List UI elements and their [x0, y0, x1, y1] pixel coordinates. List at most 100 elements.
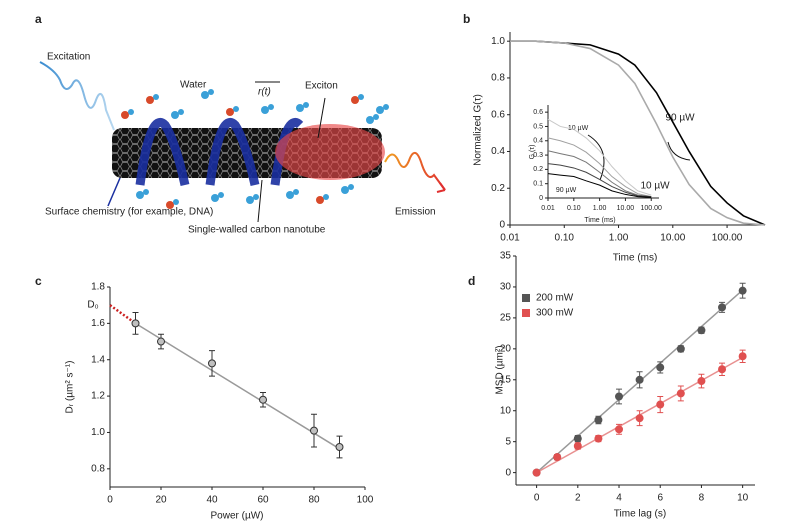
y-axis-label: G (τ) — [529, 145, 536, 160]
molecule-atom — [201, 91, 209, 99]
y-tick-label: 0.8 — [491, 73, 505, 84]
line-series — [547, 173, 652, 198]
molecule-atom — [316, 196, 324, 204]
x-tick-label: 0.01 — [541, 205, 555, 212]
data-point — [594, 434, 603, 443]
molecule-atom — [268, 104, 274, 110]
diagram-label: Exciton — [305, 81, 338, 92]
data-point — [635, 414, 644, 423]
y-tick-label: 0.2 — [491, 183, 505, 194]
annotation: 90 µW — [556, 187, 577, 194]
legend-label: 300 mW — [536, 308, 574, 319]
line-series — [547, 118, 652, 196]
molecule-atom — [178, 109, 184, 115]
x-axis-label: Power (µW) — [211, 511, 264, 522]
annotation: 10 µW — [640, 181, 670, 192]
diagram-label: Emission — [395, 207, 436, 218]
data-point — [635, 375, 644, 384]
x-tick-label: 10 — [737, 493, 749, 504]
data-point — [718, 303, 727, 312]
molecule-atom — [358, 94, 364, 100]
legend-swatch — [522, 309, 530, 317]
molecule-atom — [171, 111, 179, 119]
data-point — [157, 337, 165, 346]
data-point — [615, 425, 624, 434]
y-tick-label: 5 — [505, 436, 511, 447]
annotation: 10 µW — [568, 125, 589, 132]
x-tick-label: 0 — [107, 495, 113, 506]
y-tick-label: 35 — [500, 251, 512, 262]
x-tick-label: 6 — [657, 493, 663, 504]
excitation-wave — [39, 61, 115, 131]
x-tick-label: 10.00 — [617, 205, 635, 212]
panel-label: d — [468, 274, 475, 288]
molecule-atom — [173, 199, 179, 205]
x-tick-label: 100.00 — [712, 233, 743, 244]
data-point — [656, 400, 665, 409]
molecule-atom — [293, 189, 299, 195]
molecule-atom — [383, 104, 389, 110]
x-axis-label: Time lag (s) — [614, 509, 666, 520]
data-point — [259, 395, 267, 404]
x-tick-label: 80 — [308, 495, 320, 506]
y-tick-label: 20 — [500, 343, 512, 354]
data-point — [676, 344, 685, 353]
molecule-atom — [218, 192, 224, 198]
line-series — [547, 137, 652, 198]
data-point — [656, 363, 665, 372]
molecule-atom — [146, 96, 154, 104]
diagram-label: r(t) — [258, 87, 271, 98]
y-tick-label: 0.2 — [533, 166, 543, 173]
molecule-atom — [303, 102, 309, 108]
y-tick-label: 0.6 — [491, 109, 505, 120]
panel-label: b — [463, 12, 470, 26]
x-axis-label: Time (ms) — [584, 217, 615, 224]
extrapolation-line — [109, 304, 137, 325]
line-series — [547, 150, 652, 198]
molecule-atom — [341, 186, 349, 194]
molecule-atom — [296, 104, 304, 112]
diagram-label: Single-walled carbon nanotube — [188, 225, 326, 236]
legend-label: 200 mW — [536, 293, 574, 304]
annotation: D₀ — [87, 300, 98, 311]
molecule-atom — [121, 111, 129, 119]
x-tick-label: 8 — [699, 493, 705, 504]
molecule-atom — [233, 106, 239, 112]
data-point — [208, 359, 216, 368]
arrowhead — [436, 182, 446, 193]
data-point — [676, 389, 685, 398]
x-tick-label: 60 — [257, 495, 269, 506]
y-tick-label: 30 — [500, 282, 512, 293]
data-point — [615, 392, 624, 401]
y-axis-label: MSD (µm²) — [495, 345, 506, 394]
data-point — [697, 377, 706, 386]
data-point — [697, 326, 706, 335]
molecule-atom — [211, 194, 219, 202]
line-series — [547, 163, 652, 198]
panel-label: c — [35, 274, 42, 288]
molecule-atom — [246, 196, 254, 204]
pointer — [107, 177, 121, 207]
diagram-label: Surface chemistry (for example, DNA) — [45, 207, 213, 218]
data-point — [335, 443, 344, 451]
trend-arrow — [587, 134, 605, 181]
data-point — [738, 286, 747, 295]
legend-swatch — [522, 294, 530, 302]
molecule-atom — [136, 191, 144, 199]
y-tick-label: 0 — [539, 195, 543, 202]
molecule-atom — [253, 194, 259, 200]
annotation: 90 µW — [665, 113, 695, 124]
molecule-atom — [128, 109, 134, 115]
data-point — [573, 442, 582, 451]
data-point — [738, 352, 747, 361]
molecule-atom — [376, 106, 384, 114]
molecule-atom — [226, 108, 234, 116]
y-axis-label: Dᵣ (µm² s⁻¹) — [65, 361, 76, 414]
y-tick-label: 0.8 — [91, 463, 105, 474]
y-tick-label: 1.2 — [91, 391, 105, 402]
x-tick-label: 10.00 — [660, 233, 685, 244]
x-tick-label: 0.10 — [555, 233, 575, 244]
y-tick-label: 1.0 — [491, 36, 505, 47]
y-tick-label: 10 — [500, 405, 512, 416]
diagram-label: Excitation — [47, 52, 90, 63]
